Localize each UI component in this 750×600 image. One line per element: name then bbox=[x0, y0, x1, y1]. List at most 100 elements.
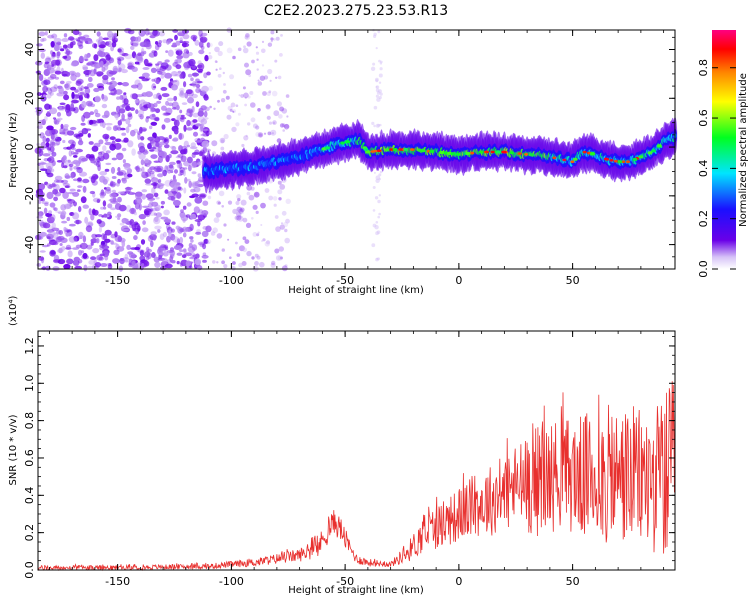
heatmap-cell bbox=[63, 263, 71, 270]
heatmap-cell bbox=[403, 147, 409, 152]
heatmap-cell bbox=[51, 33, 58, 39]
heatmap-cell bbox=[90, 119, 97, 124]
heatmap-cell bbox=[203, 238, 209, 244]
heatmap-cell bbox=[67, 159, 71, 163]
heatmap-cell bbox=[283, 123, 290, 130]
heatmap-cell bbox=[190, 252, 196, 259]
heatmap-cell bbox=[282, 129, 286, 132]
heatmap-cell bbox=[121, 217, 129, 224]
heatmap-cell bbox=[137, 52, 142, 57]
heatmap-cell bbox=[137, 249, 145, 253]
heatmap-cell bbox=[131, 224, 137, 230]
heatmap-cell bbox=[257, 81, 263, 86]
heatmap-cell bbox=[151, 182, 159, 186]
heatmap-cell bbox=[178, 173, 183, 177]
heatmap-cell bbox=[50, 41, 55, 48]
heatmap-cell bbox=[626, 160, 630, 163]
heatmap-cell bbox=[157, 136, 165, 141]
x-tick-label: 0 bbox=[455, 274, 462, 287]
heatmap-cell bbox=[53, 196, 58, 202]
heatmap-cell bbox=[67, 250, 73, 258]
heatmap-cell bbox=[377, 30, 381, 34]
heatmap-cell bbox=[193, 131, 198, 137]
heatmap-cell bbox=[197, 161, 202, 166]
heatmap-cell bbox=[279, 184, 286, 190]
heatmap-cell bbox=[374, 196, 379, 200]
heatmap-cell bbox=[116, 246, 125, 252]
heatmap-cell bbox=[50, 250, 56, 255]
heatmap-cell bbox=[144, 158, 150, 164]
heatmap-cell bbox=[285, 94, 290, 98]
heatmap-cell bbox=[126, 244, 131, 250]
heatmap-cell bbox=[99, 244, 106, 248]
heatmap-cell bbox=[524, 153, 529, 156]
heatmap-cell bbox=[158, 40, 162, 44]
heatmap-cell bbox=[42, 94, 47, 98]
heatmap-cell bbox=[160, 244, 167, 249]
heatmap-cell bbox=[112, 189, 116, 194]
heatmap-cell bbox=[37, 183, 46, 191]
heatmap-cell bbox=[221, 205, 224, 208]
heatmap-cell bbox=[47, 243, 51, 247]
heatmap-cell bbox=[51, 141, 56, 147]
heatmap-cell bbox=[371, 121, 375, 125]
heatmap-cell bbox=[150, 231, 157, 236]
heatmap-cell bbox=[485, 150, 489, 154]
heatmap-cell bbox=[114, 111, 120, 115]
heatmap-cell bbox=[260, 202, 266, 209]
heatmap-cell bbox=[373, 105, 378, 110]
heatmap-cell bbox=[232, 55, 236, 60]
heatmap-cell bbox=[119, 50, 125, 56]
heatmap-cell bbox=[43, 207, 48, 215]
heatmap-cell bbox=[244, 239, 250, 245]
heatmap-cell bbox=[121, 53, 129, 57]
heatmap-cell bbox=[50, 129, 59, 135]
heatmap-cell bbox=[65, 80, 72, 84]
heatmap-cell bbox=[125, 105, 131, 111]
heatmap-cell bbox=[156, 68, 161, 73]
heatmap-cell bbox=[202, 252, 207, 256]
heatmap-cell bbox=[155, 41, 159, 45]
heatmap-cell bbox=[96, 199, 101, 203]
heatmap-cell bbox=[82, 252, 88, 259]
heatmap-cell bbox=[63, 226, 67, 232]
heatmap-cell bbox=[144, 77, 151, 80]
heatmap-cell bbox=[208, 85, 213, 91]
heatmap-cell bbox=[158, 70, 166, 76]
heatmap-cell bbox=[157, 229, 161, 233]
heatmap-cell bbox=[142, 128, 147, 132]
heatmap-cell bbox=[188, 58, 196, 67]
heatmap-cell bbox=[80, 122, 86, 126]
heatmap-cell bbox=[78, 96, 83, 100]
heatmap-cell bbox=[69, 212, 75, 216]
heatmap-cell bbox=[47, 87, 53, 95]
heatmap-cell bbox=[82, 38, 88, 41]
heatmap-cell bbox=[179, 73, 183, 79]
heatmap-cell bbox=[181, 254, 187, 259]
heatmap-cell bbox=[63, 94, 70, 101]
heatmap-cell bbox=[92, 248, 100, 254]
heatmap-cell bbox=[171, 260, 176, 264]
heatmap-cell bbox=[211, 140, 218, 147]
heatmap-cell bbox=[155, 212, 162, 218]
heatmap-cell bbox=[250, 117, 256, 123]
heatmap-cell bbox=[219, 67, 222, 70]
heatmap-cell bbox=[243, 92, 249, 99]
heatmap-cell bbox=[119, 222, 125, 226]
heatmap-cell bbox=[237, 47, 242, 52]
heatmap-cell bbox=[276, 101, 282, 107]
heatmap-cell bbox=[83, 111, 91, 119]
heatmap-cell bbox=[251, 217, 254, 220]
heatmap-cell bbox=[279, 123, 285, 128]
heatmap-cell bbox=[133, 211, 138, 216]
heatmap-cell bbox=[170, 181, 178, 189]
heatmap-cell bbox=[130, 93, 137, 99]
heatmap-cell bbox=[236, 206, 243, 213]
heatmap-cell bbox=[52, 241, 59, 246]
heatmap-cell bbox=[573, 157, 578, 161]
y-tick-label: 0.0 bbox=[23, 561, 36, 579]
heatmap-cell bbox=[226, 114, 232, 120]
heatmap-cell bbox=[101, 66, 106, 73]
heatmap-cell bbox=[223, 83, 226, 86]
heatmap-cell bbox=[153, 212, 157, 216]
